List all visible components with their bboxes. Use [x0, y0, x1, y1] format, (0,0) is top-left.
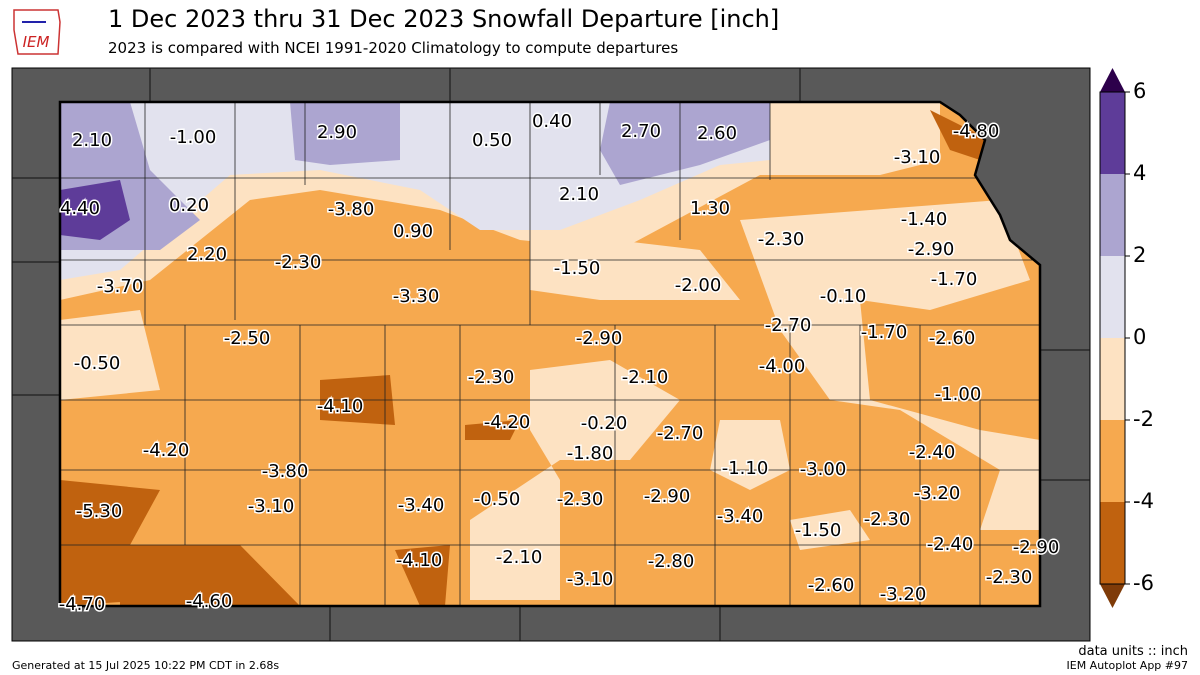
colorbar-over: [1100, 68, 1125, 92]
logo: IEM: [13, 9, 61, 55]
value-label: -3.40: [398, 495, 445, 516]
colorbar-tick-label: -2: [1133, 407, 1154, 431]
value-label: -1.70: [931, 269, 978, 290]
value-label: -1.50: [554, 258, 601, 279]
value-label: -0.20: [581, 413, 628, 434]
title: 1 Dec 2023 thru 31 Dec 2023 Snowfall Dep…: [108, 5, 779, 33]
value-label: -4.20: [484, 412, 531, 433]
value-label: -3.40: [717, 506, 764, 527]
value-label: -2.10: [622, 367, 669, 388]
colorbar-tick-label: 4: [1133, 161, 1146, 185]
neighbor-borders: [12, 68, 1090, 641]
subtitle: 2023 is compared with NCEI 1991-2020 Cli…: [108, 39, 678, 57]
colorbar-bin: [1100, 174, 1125, 256]
value-label: 2.60: [697, 123, 737, 144]
value-label: -2.50: [224, 328, 271, 349]
value-label: -4.00: [759, 356, 806, 377]
value-label: -4.10: [317, 396, 364, 417]
value-label: -4.70: [59, 594, 106, 615]
state-border: [58, 100, 1042, 608]
value-label: 2.10: [559, 184, 599, 205]
value-label: -2.40: [927, 534, 974, 555]
value-label: -1.50: [795, 520, 842, 541]
value-label: -1.00: [935, 384, 982, 405]
colorbar-bin: [1100, 502, 1125, 584]
units-note: data units :: inch: [1078, 644, 1188, 659]
value-label: 0.50: [472, 130, 512, 151]
value-label: -2.30: [468, 367, 515, 388]
colorbar-bin: [1100, 92, 1125, 174]
value-label: -3.80: [328, 199, 375, 220]
value-label: -3.10: [894, 147, 941, 168]
value-label: 2.10: [72, 130, 112, 151]
value-label: -4.20: [143, 440, 190, 461]
value-label: -2.30: [986, 567, 1033, 588]
colorbar-tick-label: -6: [1133, 571, 1154, 595]
value-label: -3.10: [567, 569, 614, 590]
value-label: -2.60: [808, 575, 855, 596]
value-label: -2.70: [657, 423, 704, 444]
value-label: -2.90: [1013, 537, 1060, 558]
value-label: -3.30: [393, 286, 440, 307]
value-label: -3.20: [914, 483, 961, 504]
logo-text: IEM: [23, 33, 50, 51]
value-label: 4.40: [60, 198, 100, 219]
value-label: -4.80: [953, 121, 1000, 142]
value-label: -1.10: [722, 458, 769, 479]
value-label: -0.50: [74, 353, 121, 374]
value-label: -4.10: [396, 550, 443, 571]
value-label: -2.30: [275, 252, 322, 273]
value-label: -0.10: [820, 286, 867, 307]
colorbar: -6 -4 -2 0 2 4 6: [1099, 68, 1154, 608]
value-label: -2.70: [765, 315, 812, 336]
value-label: -3.20: [880, 584, 927, 605]
value-labels: 2.10 -1.00 2.90 0.50 0.40 2.70 2.60 -4.80 -3.10 4…: [57, 110, 1061, 617]
colorbar-bin: [1100, 338, 1125, 420]
colorbar-tick-label: 2: [1133, 243, 1146, 267]
value-label: -3.00: [800, 459, 847, 480]
colorbar-bin: [1100, 256, 1125, 338]
value-label: -0.50: [474, 489, 521, 510]
app-note: IEM Autoplot App #97: [1067, 659, 1189, 672]
value-label: -5.30: [76, 501, 123, 522]
county-lines: [60, 102, 1040, 606]
value-label: -2.60: [929, 328, 976, 349]
value-label: -2.40: [909, 442, 956, 463]
value-label: -3.10: [248, 496, 295, 517]
value-label: -2.80: [648, 551, 695, 572]
value-label: -4.60: [186, 591, 233, 612]
value-label: -1.70: [861, 322, 908, 343]
colorbar-bin: [1100, 420, 1125, 502]
value-label: 0.20: [169, 195, 209, 216]
value-label: -2.30: [758, 229, 805, 250]
value-label: -2.90: [576, 328, 623, 349]
value-label: -1.00: [170, 127, 217, 148]
value-label: 0.40: [532, 111, 572, 132]
value-label: -2.30: [864, 509, 911, 530]
value-label: 2.90: [317, 122, 357, 143]
value-label: 0.90: [393, 221, 433, 242]
value-label: -2.30: [557, 489, 604, 510]
value-label: -1.40: [901, 209, 948, 230]
value-label: 1.30: [690, 198, 730, 219]
value-label: 2.70: [621, 121, 661, 142]
value-label: -1.80: [567, 443, 614, 464]
value-label: -2.00: [675, 275, 722, 296]
colorbar-tick-label: 0: [1133, 325, 1146, 349]
contour-fill: [60, 102, 1040, 606]
value-label: -2.90: [644, 486, 691, 507]
generated-note: Generated at 15 Jul 2025 10:22 PM CDT in…: [12, 659, 279, 672]
value-label: 2.20: [187, 244, 227, 265]
value-label: -2.90: [908, 239, 955, 260]
value-label: -3.70: [97, 276, 144, 297]
colorbar-tick-label: 6: [1133, 79, 1146, 103]
value-label: -2.10: [496, 547, 543, 568]
colorbar-tick-label: -4: [1133, 489, 1154, 513]
colorbar-under: [1100, 584, 1125, 608]
value-label: -3.80: [262, 461, 309, 482]
